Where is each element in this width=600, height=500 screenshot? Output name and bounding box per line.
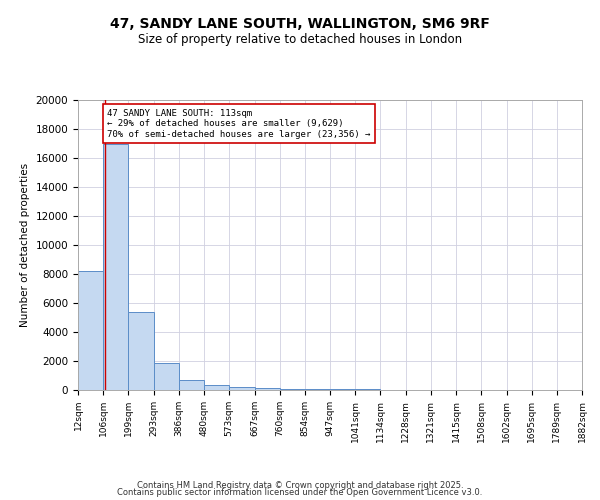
Bar xyxy=(229,387,254,390)
Bar xyxy=(204,386,229,390)
Text: Contains HM Land Registry data © Crown copyright and database right 2025.: Contains HM Land Registry data © Crown c… xyxy=(137,480,463,490)
Bar xyxy=(280,388,305,390)
Y-axis label: Number of detached properties: Number of detached properties xyxy=(20,163,30,327)
Bar xyxy=(179,380,204,390)
Bar xyxy=(154,363,179,390)
Text: Contains public sector information licensed under the Open Government Licence v3: Contains public sector information licen… xyxy=(118,488,482,497)
Bar xyxy=(128,312,154,390)
Text: 47, SANDY LANE SOUTH, WALLINGTON, SM6 9RF: 47, SANDY LANE SOUTH, WALLINGTON, SM6 9R… xyxy=(110,18,490,32)
Bar xyxy=(254,388,280,390)
Bar xyxy=(103,144,128,390)
Bar xyxy=(78,271,103,390)
Text: 47 SANDY LANE SOUTH: 113sqm
← 29% of detached houses are smaller (9,629)
70% of : 47 SANDY LANE SOUTH: 113sqm ← 29% of det… xyxy=(107,108,370,138)
Text: Size of property relative to detached houses in London: Size of property relative to detached ho… xyxy=(138,32,462,46)
Bar xyxy=(305,389,330,390)
